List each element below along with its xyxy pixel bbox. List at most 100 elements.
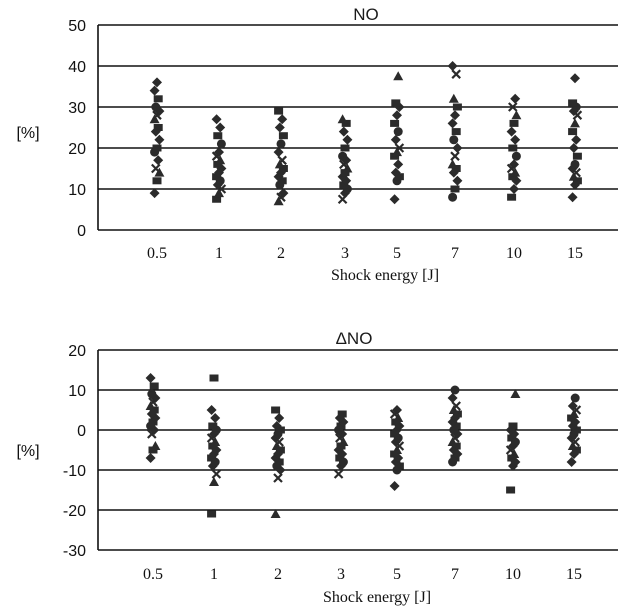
delta-no-data-point [209,477,219,486]
no-data-point [153,95,163,103]
no-data-point [340,144,350,152]
no-xtick-label: 10 [506,245,522,262]
no-data-point [213,132,223,140]
no-data-point [450,185,460,193]
no-data-point [451,165,461,172]
no-chart-ylabel: [%] [16,125,39,142]
no-data-point [153,124,163,131]
delta-no-chart-ylabel: [%] [16,443,39,460]
delta-no-data-point [273,473,283,483]
no-data-point [448,192,458,202]
no-data-point [510,134,521,145]
delta-no-data-point [333,469,344,479]
no-xtick-label: 3 [341,245,349,262]
no-data-point [338,151,348,161]
no-data-point [391,99,401,107]
no-data-point [451,69,461,79]
delta-no-data-point [567,401,578,411]
no-data-point [277,114,288,125]
no-data-point [508,144,518,152]
no-data-point [274,122,285,133]
no-data-point [568,128,578,136]
no-data-point [450,110,460,121]
no-data-point [452,103,462,111]
no-xtick-label: 7 [451,245,459,262]
no-data-point [273,147,284,158]
no-data-point [216,139,226,149]
no-data-point [567,192,578,203]
delta-no-data-point [451,401,461,411]
no-data-point [152,77,162,88]
no-data-point [152,144,162,152]
no-data-point [448,93,459,103]
no-data-point [211,114,222,125]
delta-no-data-point [150,441,161,450]
delta-no-data-point [337,410,347,418]
no-data-point [277,155,287,166]
delta-no-data-point [450,385,460,395]
delta-no-data-point [148,418,158,426]
no-data-point [212,173,222,181]
delta-no-data-point [206,405,217,415]
no-data-point [509,159,519,170]
delta-no-data-point [209,374,219,382]
no-data-point [151,102,161,112]
no-data-point [570,73,580,84]
no-ytick-label: 0 [77,223,86,240]
delta-no-data-point [335,454,345,462]
delta-no-ytick-label: -30 [63,543,86,560]
no-data-point [274,107,284,115]
no-data-point [393,127,403,137]
delta-no-data-point [207,454,217,462]
no-xtick-label: 15 [567,245,583,262]
no-ytick-label: 50 [68,18,86,35]
no-chart-title: NO [353,5,379,24]
no-data-point [447,118,458,129]
no-data-point [509,184,519,194]
delta-no-data-point [147,389,157,399]
no-data-point [394,173,404,181]
no-data-point [572,152,582,160]
no-data-point [506,126,517,137]
delta-no-data-point [149,382,159,390]
delta-no-data-point [571,426,581,434]
delta-no-ytick-label: -20 [63,503,86,520]
delta-no-data-point [211,469,222,479]
no-chart: NO [%] Shock energy [J] 0 10 20 30 40 50 0.5 1 2… [16,5,618,284]
no-data-point [447,61,458,71]
delta-no-data-point [336,422,346,430]
no-ytick-label: 20 [68,141,86,158]
delta-no-ytick-label: 0 [77,423,86,440]
delta-no-data-point [145,453,156,463]
no-data-point [393,159,404,170]
delta-no-chart-xlabel: Shock energy [J] [323,589,431,606]
delta-no-data-point [274,413,285,423]
no-data-point [149,188,160,199]
no-data-point [339,181,349,189]
no-ytick-label: 30 [68,100,86,117]
no-data-point [342,134,353,145]
no-data-point [511,110,522,120]
delta-no-data-point [210,413,221,423]
delta-no-ytick-label: -10 [63,463,86,480]
delta-no-data-point [274,458,284,466]
no-data-point [510,93,521,104]
delta-no-data-point [451,422,461,430]
delta-no-data-point [508,422,518,430]
no-data-point [568,99,578,107]
delta-no-data-point [271,421,282,431]
delta-no-xtick-label: 15 [566,566,582,583]
no-chart-xlabel: Shock energy [J] [331,267,439,284]
delta-no-data-point [208,422,218,430]
no-data-point [570,118,580,128]
no-data-point [509,119,519,127]
no-data-point [508,173,518,181]
delta-no-data-point [507,434,517,442]
no-data-point [394,143,405,153]
delta-no-data-point [450,454,460,462]
no-data-point [449,135,459,145]
no-data-point [389,194,400,205]
no-xtick-label: 5 [393,245,401,262]
no-data-point [338,126,349,137]
